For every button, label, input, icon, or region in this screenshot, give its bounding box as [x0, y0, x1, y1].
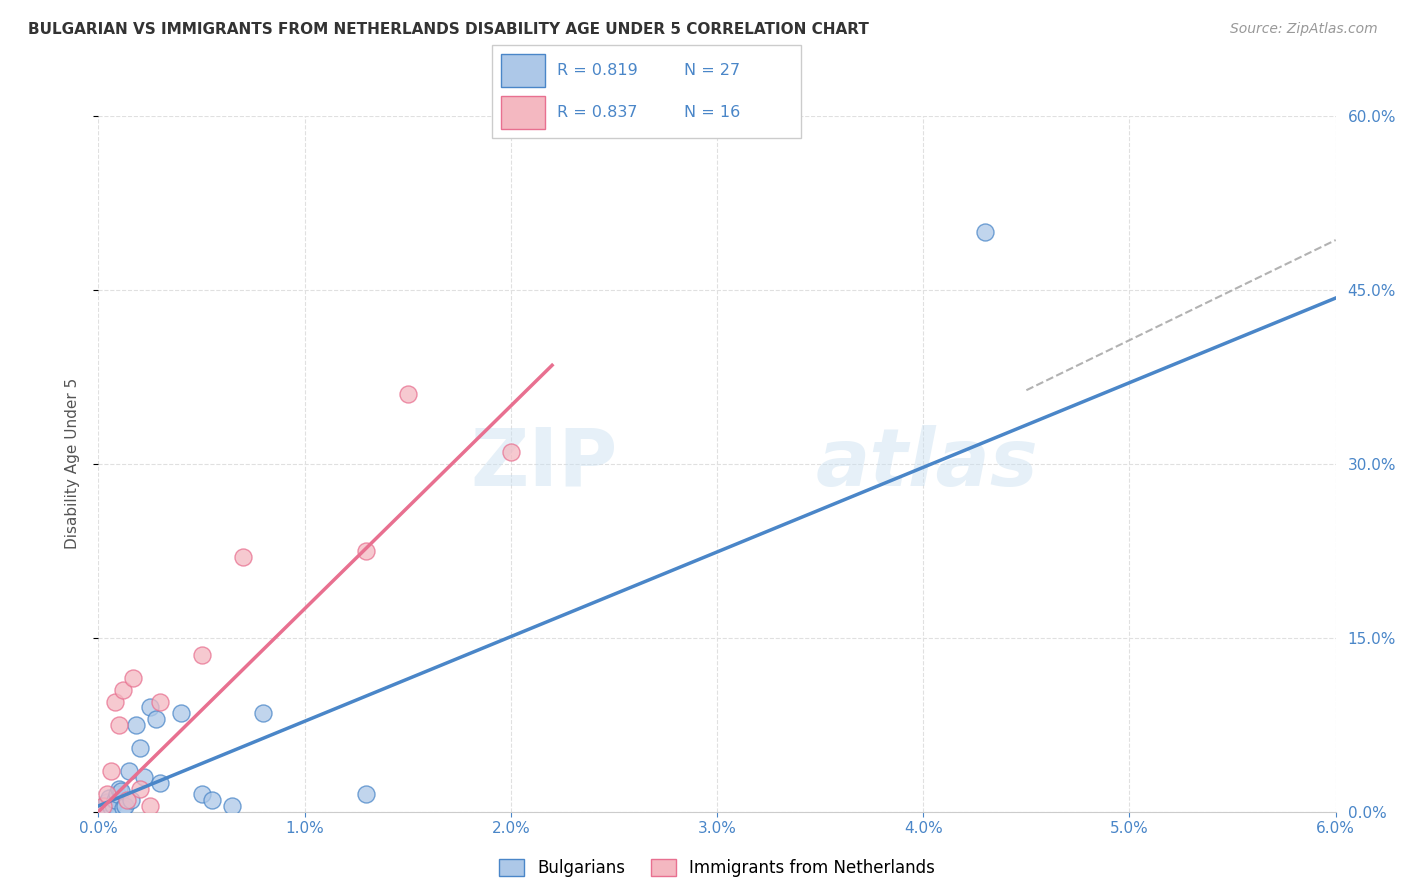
FancyBboxPatch shape	[502, 96, 544, 129]
Text: Source: ZipAtlas.com: Source: ZipAtlas.com	[1230, 22, 1378, 37]
Point	[149, 775, 172, 790]
Point	[118, 764, 141, 778]
Point	[100, 800, 122, 814]
Text: atlas: atlas	[815, 425, 1039, 503]
Text: N = 27: N = 27	[683, 62, 740, 78]
Point	[356, 543, 378, 558]
Point	[108, 717, 131, 731]
FancyBboxPatch shape	[492, 45, 801, 138]
Point	[149, 694, 172, 708]
Point	[108, 781, 131, 796]
Point	[252, 706, 274, 721]
Point	[170, 706, 193, 721]
Point	[91, 799, 114, 814]
Point	[232, 549, 254, 564]
Point	[97, 790, 120, 805]
Y-axis label: Disability Age Under 5: Disability Age Under 5	[65, 378, 80, 549]
Point	[112, 683, 135, 698]
Point	[104, 793, 127, 807]
Point	[93, 799, 115, 814]
Point	[100, 764, 122, 778]
Point	[396, 387, 419, 401]
Text: BULGARIAN VS IMMIGRANTS FROM NETHERLANDS DISABILITY AGE UNDER 5 CORRELATION CHAR: BULGARIAN VS IMMIGRANTS FROM NETHERLANDS…	[28, 22, 869, 37]
Point	[190, 648, 212, 662]
Point	[201, 793, 224, 807]
Point	[110, 784, 132, 798]
Point	[101, 797, 124, 812]
Point	[112, 801, 135, 815]
Point	[122, 671, 145, 685]
Point	[499, 445, 522, 459]
Point	[117, 793, 139, 807]
Point	[356, 788, 378, 801]
Legend: Bulgarians, Immigrants from Netherlands: Bulgarians, Immigrants from Netherlands	[492, 852, 942, 883]
Point	[974, 225, 997, 239]
FancyBboxPatch shape	[502, 54, 544, 87]
Point	[114, 799, 136, 814]
Point	[128, 781, 150, 796]
Text: R = 0.837: R = 0.837	[557, 105, 637, 120]
Point	[221, 799, 243, 814]
Point	[104, 694, 127, 708]
Point	[124, 717, 146, 731]
Point	[139, 799, 162, 814]
Text: ZIP: ZIP	[471, 425, 619, 503]
Point	[120, 793, 142, 807]
Point	[139, 700, 162, 714]
Point	[190, 788, 212, 801]
Text: N = 16: N = 16	[683, 105, 740, 120]
Point	[91, 801, 114, 815]
Point	[96, 796, 118, 810]
Point	[145, 712, 167, 726]
Point	[132, 770, 155, 784]
Text: R = 0.819: R = 0.819	[557, 62, 638, 78]
Point	[96, 788, 118, 801]
Point	[105, 788, 128, 801]
Point	[128, 740, 150, 755]
